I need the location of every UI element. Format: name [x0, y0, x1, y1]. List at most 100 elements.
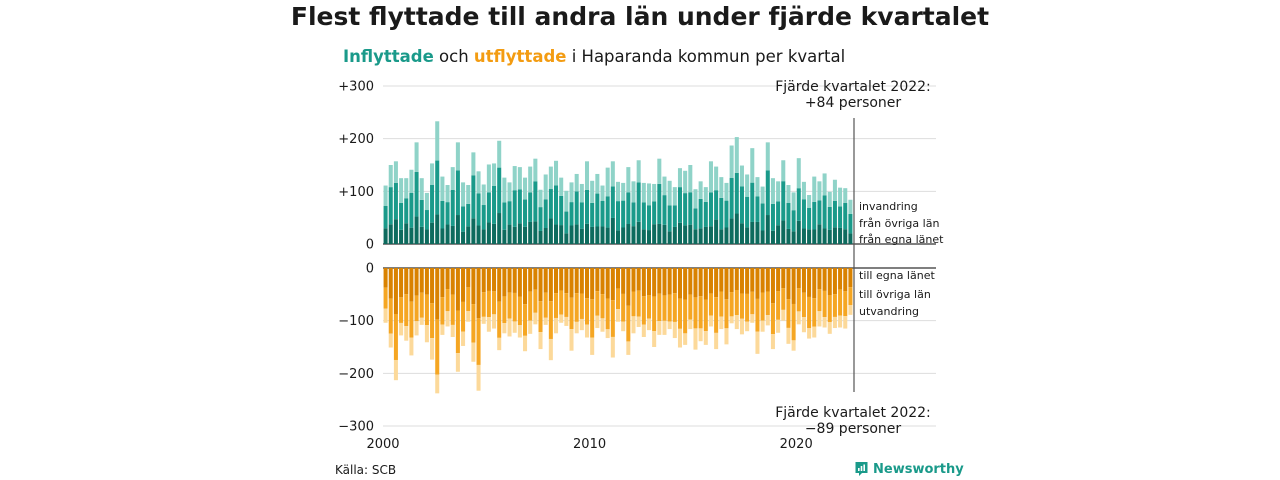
outflow-bar-local	[455, 268, 460, 311]
inflow-bar-local	[569, 225, 574, 244]
outflow-bar-other	[564, 293, 569, 317]
inflow-bar-immigration	[693, 189, 698, 209]
outflow-bar-other	[523, 304, 528, 336]
outflow-bar-other	[641, 296, 646, 325]
inflow-bar-local	[822, 228, 827, 244]
inflow-bar-other	[543, 199, 548, 229]
outflow-bar-local	[554, 268, 559, 294]
inflow-bar-immigration	[393, 161, 398, 183]
inflow-bar-immigration	[662, 176, 667, 196]
outflow-bar-other	[708, 293, 713, 316]
outflow-bar-other	[827, 294, 832, 322]
inflow-bar-immigration	[388, 165, 393, 188]
inflow-bar-local	[476, 225, 481, 244]
outflow-bar-local	[807, 268, 812, 297]
outflow-bar-other	[471, 304, 476, 343]
outflow-bar-local	[626, 268, 631, 306]
inflow-bar-immigration	[765, 142, 770, 171]
inflow-bar-local	[646, 230, 651, 244]
inflow-bar-other	[662, 195, 667, 225]
outflow-bar-other	[796, 288, 801, 312]
outflow-bar-local	[569, 268, 574, 298]
outflow-bar-other	[492, 291, 497, 315]
outflow-bar-other	[507, 292, 512, 319]
inflow-bar-other	[481, 205, 486, 230]
outflow-bar-local	[502, 268, 507, 297]
inflow-bar-immigration	[791, 192, 796, 211]
annotation-top-line1: Fjärde kvartalet 2022:	[775, 79, 931, 95]
outflow-bar-emigration	[760, 320, 765, 332]
inflow-bar-immigration	[512, 166, 517, 191]
inflow-bar-immigration	[827, 191, 832, 207]
inflow-bar-local	[445, 224, 450, 244]
outflow-bar-other	[719, 291, 724, 317]
inflow-bar-local	[590, 226, 595, 244]
outflow-bar-other	[739, 293, 744, 319]
outflow-bar-other	[404, 294, 409, 327]
outflow-bar-local	[796, 268, 801, 289]
inflow-bar-local	[662, 224, 667, 244]
outflow-bar-emigration	[729, 316, 734, 324]
outflow-bar-other	[461, 301, 466, 332]
inflow-bar-immigration	[543, 174, 548, 200]
inflow-bar-immigration	[481, 184, 486, 206]
outflow-bar-emigration	[832, 316, 837, 329]
legend-label-bottom: till egna länet	[859, 269, 935, 282]
inflow-bar-immigration	[652, 183, 657, 202]
outflow-bar-local	[817, 268, 822, 290]
outflow-bar-local	[512, 268, 517, 293]
inflow-bar-immigration	[760, 186, 765, 204]
outflow-bar-other	[585, 298, 590, 325]
inflow-bar-other	[455, 170, 460, 216]
outflow-bar-emigration	[579, 318, 584, 331]
outflow-bar-other	[388, 298, 393, 334]
outflow-bar-other	[424, 294, 429, 326]
outflow-bar-emigration	[739, 318, 744, 335]
inflow-bar-other	[585, 189, 590, 224]
inflow-bar-local	[827, 229, 832, 244]
outflow-bar-local	[461, 268, 466, 302]
inflow-bar-local	[812, 229, 817, 244]
outflow-bar-emigration	[600, 318, 605, 332]
outflow-bar-emigration	[776, 319, 781, 333]
inflow-bar-other	[838, 206, 843, 228]
outflow-bar-emigration	[388, 333, 393, 348]
inflow-bar-other	[646, 205, 651, 231]
outflow-bar-emigration	[610, 336, 615, 358]
inflow-bar-local	[486, 222, 491, 244]
inflow-bar-local	[595, 226, 600, 244]
y-tick-label-top: +200	[338, 132, 374, 147]
inflow-bar-local	[838, 227, 843, 244]
brand-name: Newsworthy	[873, 461, 964, 477]
outflow-bar-local	[843, 268, 848, 292]
outflow-bar-other	[801, 292, 806, 318]
inflow-bar-other	[569, 202, 574, 226]
inflow-bar-immigration	[750, 148, 755, 183]
outflow-bar-emigration	[703, 331, 708, 345]
inflow-bar-other	[554, 185, 559, 225]
outflow-bar-emigration	[812, 326, 817, 338]
inflow-bar-immigration	[615, 181, 621, 202]
inflow-bar-immigration	[838, 187, 843, 207]
outflow-bar-emigration	[461, 331, 466, 346]
outflow-bar-other	[698, 296, 703, 329]
outflow-bar-other	[554, 293, 559, 318]
outflow-bar-other	[476, 318, 481, 365]
inflow-bar-immigration	[848, 199, 853, 214]
inflow-bar-other	[476, 193, 481, 226]
outflow-bar-emigration	[486, 317, 491, 332]
inflow-bar-other	[419, 199, 424, 227]
outflow-bar-other	[781, 288, 786, 310]
legend-label-top: invandring	[859, 200, 918, 213]
inflow-bar-local	[538, 230, 543, 244]
outflow-bar-emigration	[512, 321, 517, 333]
inflow-bar-other	[688, 192, 693, 225]
inflow-bar-other	[652, 201, 657, 225]
inflow-bar-other	[760, 203, 765, 231]
outflow-bar-local	[812, 268, 817, 299]
outflow-bar-emigration	[538, 332, 543, 350]
outflow-bar-emigration	[662, 320, 667, 335]
subtitle-rest: i Haparanda kommun per kvartal	[571, 47, 846, 66]
inflow-bar-local	[781, 220, 786, 244]
outflow-bar-other	[543, 292, 548, 318]
